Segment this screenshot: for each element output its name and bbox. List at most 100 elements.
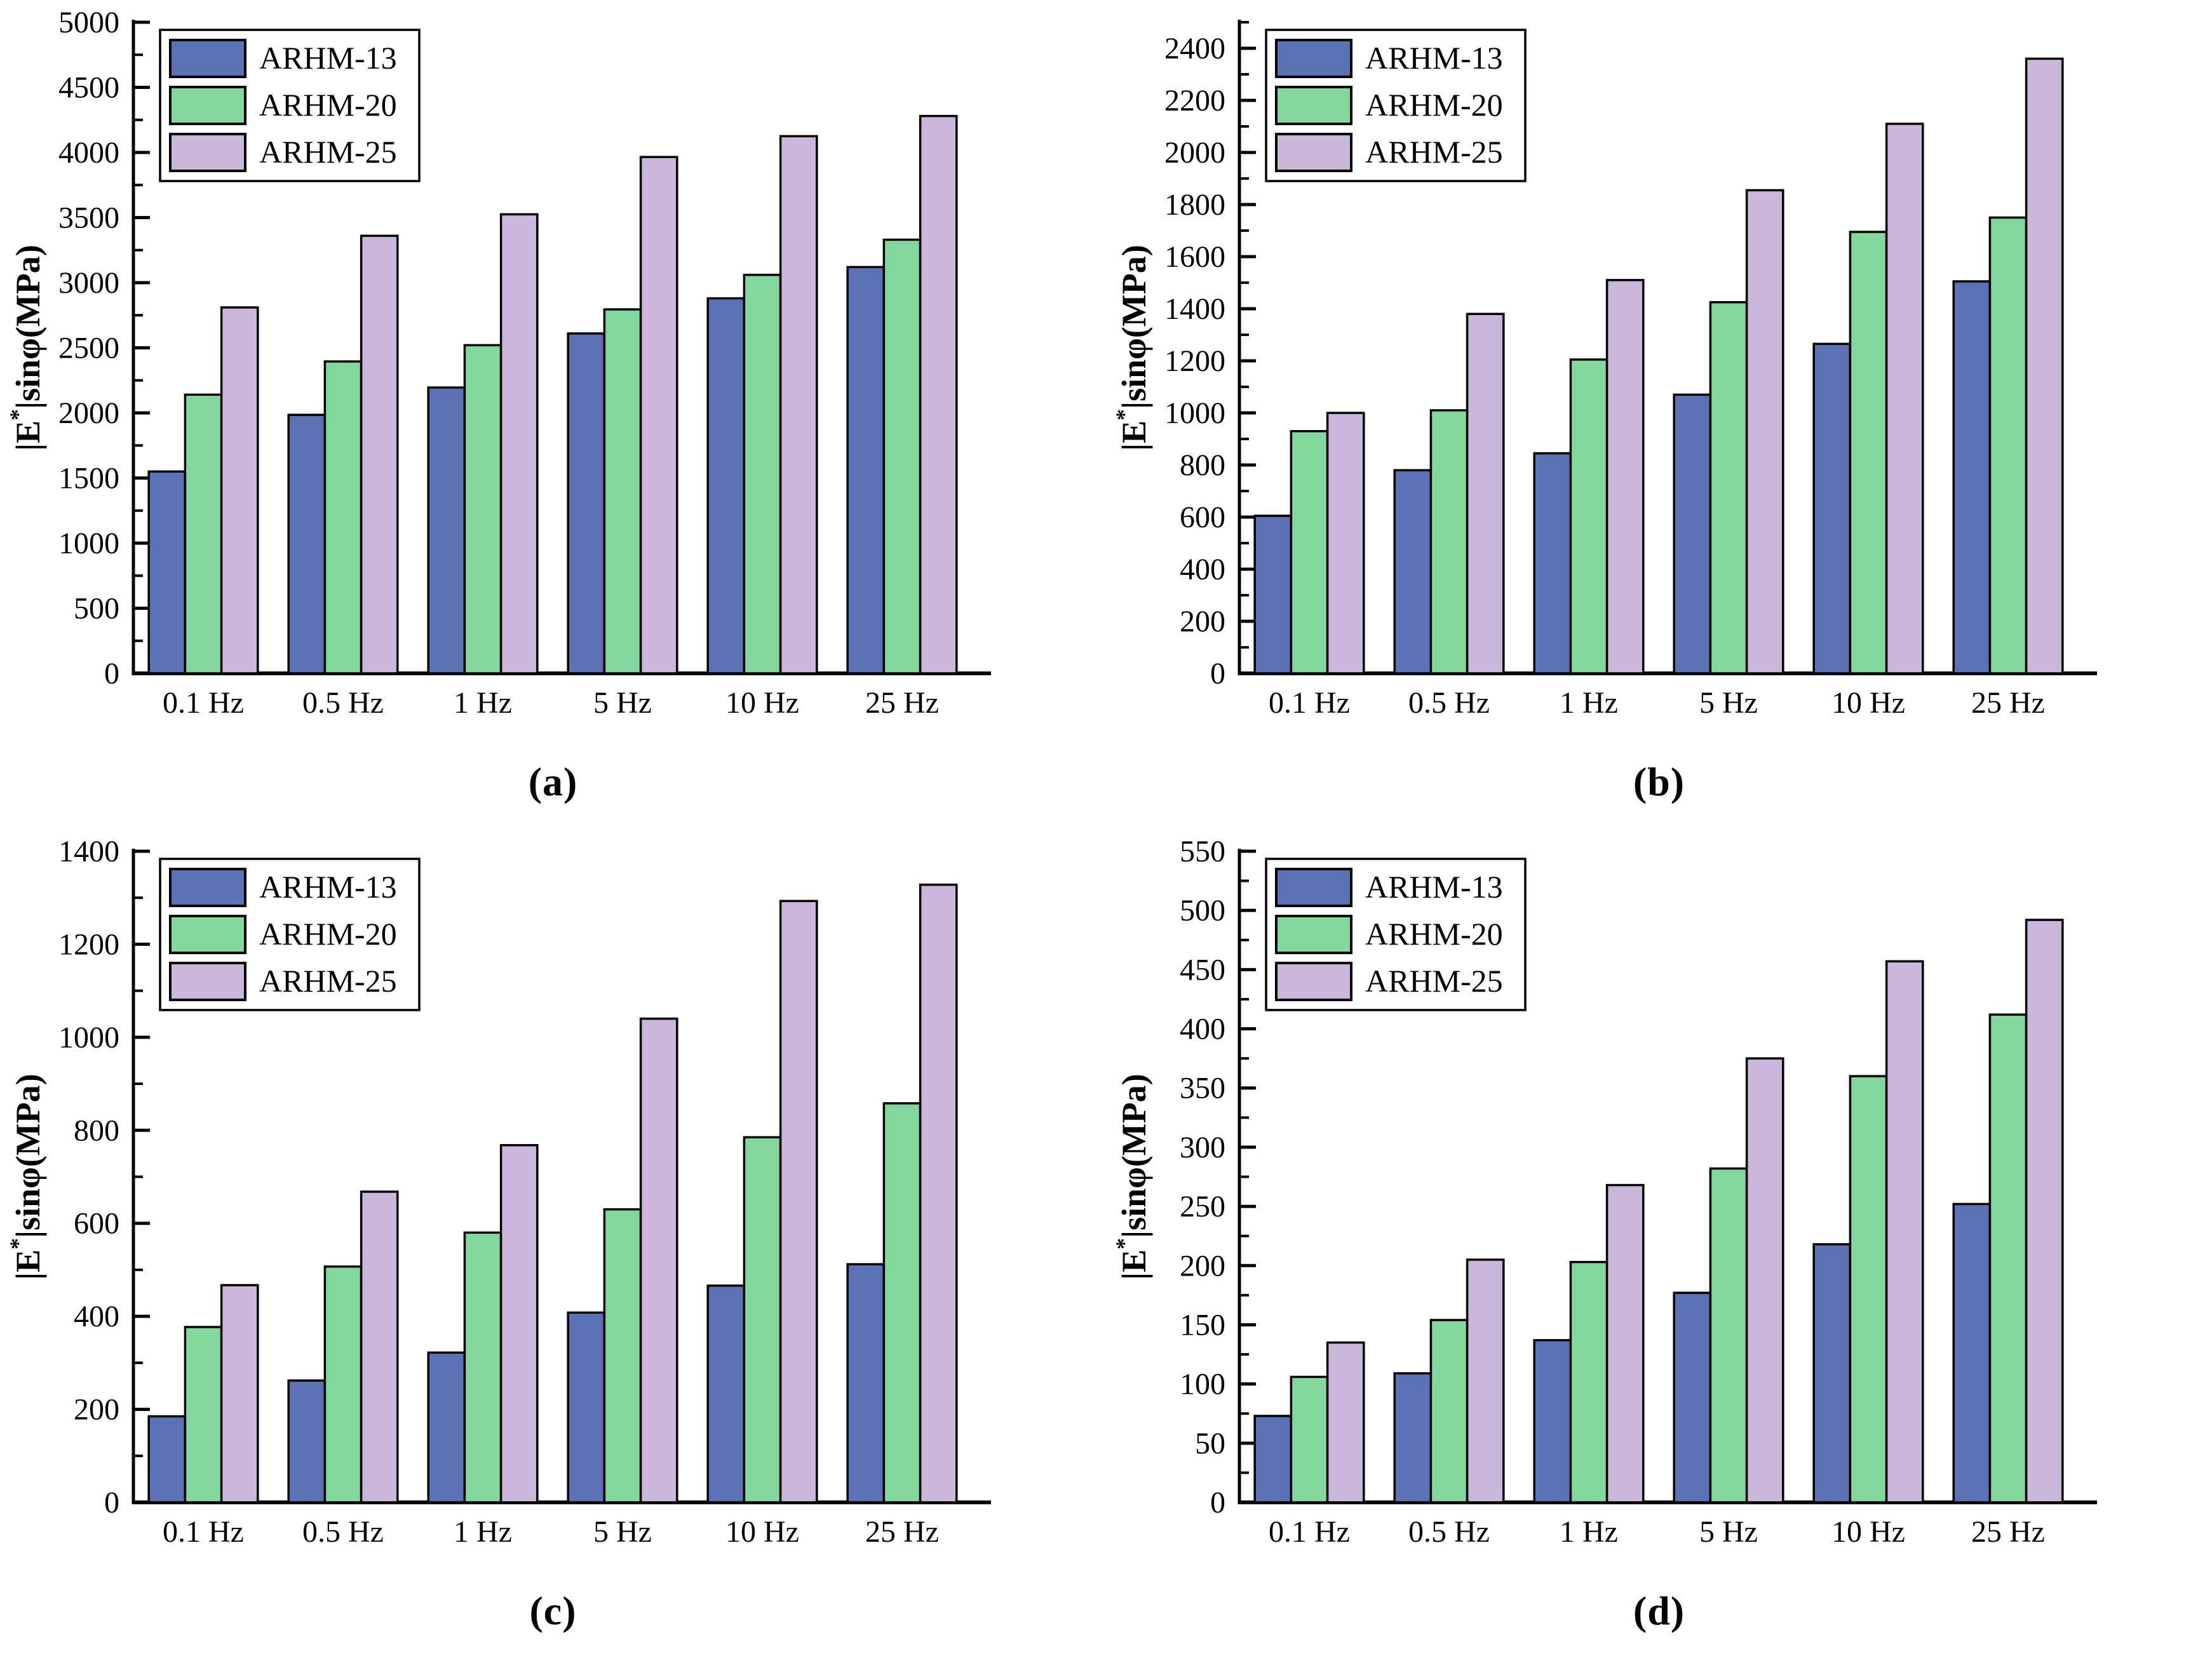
x-tick-label: 1 Hz	[1560, 1515, 1618, 1549]
bar-ARHM-20-5Hz	[1709, 1167, 1748, 1504]
y-tick-label: 3000	[58, 266, 119, 300]
panel-caption-d: (d)	[1633, 1588, 1685, 1633]
bar-ARHM-13-25Hz	[1952, 1203, 1992, 1504]
y-tick-label: 600	[74, 1207, 119, 1241]
axes: 0 200 400 600 800 1000 1200 1400	[58, 835, 991, 1520]
panel-c: 0 200 400 600 800 1000 1200 1400 0.1 Hz 0.5 Hz 1 H…	[0, 829, 1106, 1658]
bar-ARHM-25-25Hz	[2025, 919, 2064, 1504]
y-tick-label: 200	[1180, 1249, 1225, 1283]
bar-ARHM-13-5Hz	[567, 332, 606, 675]
bar-ARHM-25-1Hz	[499, 213, 539, 675]
bar-ARHM-13-5Hz	[567, 1311, 606, 1504]
y-tick-label: 3500	[58, 201, 119, 235]
legend: ARHM-13 ARHM-20 ARHM-25	[1265, 858, 1527, 1011]
bar-ARHM-20-25Hz	[1988, 216, 2028, 675]
x-tick-label: 0.5 Hz	[1408, 1515, 1490, 1549]
y-tick-label: 500	[1180, 894, 1225, 927]
bar-ARHM-13-0.1Hz	[147, 470, 187, 675]
x-tick-label: 0.5 Hz	[1408, 686, 1490, 720]
legend-swatch-ARHM-25	[169, 962, 246, 1001]
legend-label-ARHM-13: ARHM-13	[259, 40, 397, 76]
legend-label-ARHM-20: ARHM-20	[1365, 916, 1503, 952]
legend-label-ARHM-13: ARHM-13	[1365, 869, 1503, 905]
y-tick-label: 1200	[1164, 344, 1225, 378]
bar-ARHM-13-1Hz	[427, 386, 466, 675]
bar-series-ARHM-25	[220, 114, 958, 675]
y-tick-label: 1600	[1164, 240, 1225, 274]
bar-ARHM-20-1Hz	[1569, 358, 1608, 675]
panel-caption-b: (b)	[1633, 759, 1685, 804]
y-tick-label: 400	[1180, 553, 1225, 586]
bar-ARHM-13-25Hz	[846, 266, 886, 675]
x-tick-label: 10 Hz	[1831, 1515, 1905, 1549]
x-tick-label: 10 Hz	[1831, 686, 1905, 720]
bar-ARHM-13-0.1Hz	[1253, 515, 1293, 675]
legend-swatch-ARHM-13	[1275, 868, 1352, 907]
bar-ARHM-13-10Hz	[1812, 1243, 1852, 1504]
bar-ARHM-20-10Hz	[743, 1136, 782, 1504]
y-tick-label: 2000	[1164, 136, 1225, 170]
y-tick-label: 0	[1210, 657, 1225, 691]
x-tick-label: 25 Hz	[865, 686, 939, 720]
y-tick-label: 450	[1180, 953, 1225, 987]
bar-ARHM-25-0.1Hz	[1326, 1341, 1365, 1504]
legend-label-ARHM-25: ARHM-25	[1365, 134, 1503, 170]
bar-ARHM-13-0.5Hz	[1393, 469, 1433, 675]
bar-series-ARHM-13	[147, 1263, 886, 1504]
x-tick-label: 1 Hz	[1560, 686, 1618, 720]
bar-ARHM-13-0.5Hz	[287, 1379, 327, 1504]
legend-swatch-ARHM-20	[169, 86, 246, 125]
y-tick-label: 1200	[58, 927, 119, 961]
bar-ARHM-20-10Hz	[1849, 1075, 1888, 1504]
bar-ARHM-25-0.5Hz	[1466, 313, 1505, 675]
bar-ARHM-20-10Hz	[743, 273, 782, 675]
bar-ARHM-25-1Hz	[1605, 1183, 1645, 1504]
y-tick-label: 1000	[58, 1021, 119, 1055]
x-tick-label: 0.5 Hz	[302, 1515, 384, 1549]
bar-ARHM-13-0.1Hz	[1253, 1415, 1293, 1504]
y-tick-label: 800	[1180, 448, 1225, 482]
bar-ARHM-25-25Hz	[2025, 57, 2064, 675]
bar-ARHM-13-5Hz	[1673, 1291, 1712, 1504]
legend-label-ARHM-25: ARHM-25	[259, 134, 397, 170]
bar-ARHM-13-25Hz	[1952, 280, 1992, 675]
legend-label-ARHM-13: ARHM-13	[1365, 40, 1503, 76]
y-tick-label: 800	[74, 1114, 119, 1147]
bar-ARHM-25-1Hz	[499, 1143, 539, 1504]
y-tick-label: 600	[1180, 501, 1225, 534]
y-tick-label: 400	[1180, 1013, 1225, 1046]
bar-ARHM-13-0.1Hz	[147, 1415, 187, 1504]
y-tick-label: 1400	[1164, 292, 1225, 326]
bar-chart-a: 0 500 1000 1500 2000 2500 3000 3500 4000 4500 5000…	[5, 6, 991, 720]
bar-ARHM-25-10Hz	[779, 900, 818, 1504]
bar-ARHM-25-5Hz	[639, 1017, 678, 1504]
bar-ARHM-20-25Hz	[882, 1102, 922, 1504]
y-axis-title: |E*|sinφ(MPa)	[1111, 245, 1153, 450]
x-tick-label: 10 Hz	[725, 1515, 799, 1549]
bar-ARHM-20-0.1Hz	[1290, 429, 1329, 675]
bar-ARHM-20-0.1Hz	[184, 1326, 223, 1504]
y-tick-label: 100	[1180, 1368, 1225, 1401]
bar-series-ARHM-20	[184, 238, 922, 675]
bar-ARHM-20-0.1Hz	[1290, 1375, 1329, 1504]
y-tick-label: 4000	[58, 136, 119, 170]
axes: 0 500 1000 1500 2000 2500 3000 3500 4000 4500 5000	[58, 6, 991, 691]
bar-ARHM-20-5Hz	[603, 308, 642, 675]
bar-chart-b: 0 200 400 600 800 1000 1200 1400 1600 1800 2000 220…	[1111, 20, 2097, 720]
y-axis-title: |E*|sinφ(MPa)	[5, 245, 47, 450]
x-tick-label: 0.1 Hz	[1269, 1515, 1350, 1549]
bar-ARHM-20-10Hz	[1849, 231, 1888, 675]
legend: ARHM-13 ARHM-20 ARHM-25	[159, 858, 421, 1011]
bar-series-ARHM-25	[1326, 919, 2064, 1504]
bar-ARHM-20-1Hz	[463, 344, 502, 675]
bar-ARHM-25-0.5Hz	[360, 1190, 399, 1504]
bar-ARHM-20-1Hz	[1569, 1260, 1608, 1504]
x-tick-label: 10 Hz	[725, 686, 799, 720]
bar-ARHM-25-0.1Hz	[220, 306, 259, 675]
bar-ARHM-25-10Hz	[1885, 123, 1924, 675]
bar-series-ARHM-25	[220, 883, 958, 1504]
legend-swatch-ARHM-20	[1275, 86, 1352, 125]
y-tick-label: 5000	[58, 6, 119, 39]
bar-ARHM-20-0.5Hz	[1429, 409, 1469, 675]
bar-ARHM-25-1Hz	[1605, 279, 1645, 675]
